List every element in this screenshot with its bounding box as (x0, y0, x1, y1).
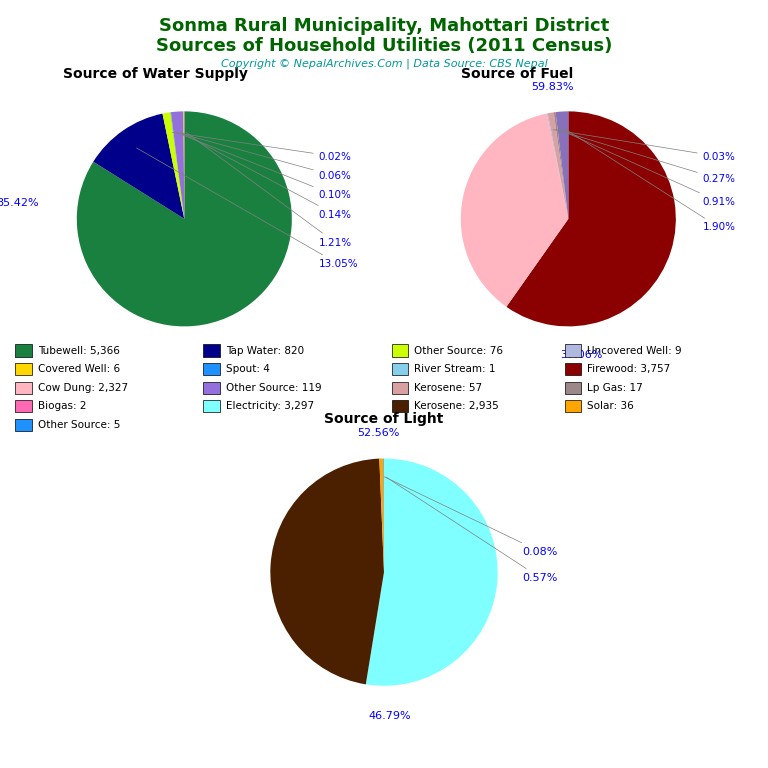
Wedge shape (379, 458, 384, 572)
Text: 1.90%: 1.90% (565, 129, 736, 233)
Text: Solar: 36: Solar: 36 (588, 401, 634, 411)
Text: Other Source: 119: Other Source: 119 (226, 382, 322, 392)
Text: 0.08%: 0.08% (384, 477, 558, 557)
Wedge shape (170, 112, 184, 219)
Wedge shape (461, 114, 568, 306)
Text: 0.02%: 0.02% (172, 132, 352, 161)
Wedge shape (93, 114, 184, 219)
Text: Kerosene: 2,935: Kerosene: 2,935 (414, 401, 499, 411)
Text: 0.06%: 0.06% (176, 132, 352, 181)
Text: 1.21%: 1.21% (186, 132, 352, 247)
Wedge shape (555, 111, 568, 219)
Text: 0.91%: 0.91% (559, 129, 736, 207)
FancyBboxPatch shape (392, 400, 408, 412)
Text: Lp Gas: 17: Lp Gas: 17 (588, 382, 643, 392)
Wedge shape (270, 458, 384, 684)
Wedge shape (171, 111, 184, 219)
Text: Firewood: 3,757: Firewood: 3,757 (588, 364, 670, 374)
Text: 37.06%: 37.06% (560, 350, 602, 360)
Text: Uncovered Well: 9: Uncovered Well: 9 (588, 346, 682, 356)
Text: Copyright © NepalArchives.Com | Data Source: CBS Nepal: Copyright © NepalArchives.Com | Data Sou… (220, 58, 548, 69)
Wedge shape (366, 458, 498, 686)
Wedge shape (77, 111, 292, 326)
Text: 0.14%: 0.14% (181, 132, 352, 220)
Text: Other Source: 5: Other Source: 5 (38, 420, 120, 430)
Text: Source of Fuel: Source of Fuel (461, 67, 573, 81)
Text: 52.56%: 52.56% (357, 428, 399, 438)
Text: 0.57%: 0.57% (386, 477, 558, 583)
FancyBboxPatch shape (392, 382, 408, 394)
Text: Kerosene: 57: Kerosene: 57 (414, 382, 482, 392)
Text: Spout: 4: Spout: 4 (226, 364, 270, 374)
Text: 0.27%: 0.27% (556, 130, 736, 184)
FancyBboxPatch shape (564, 400, 581, 412)
Text: Sonma Rural Municipality, Mahottari District: Sonma Rural Municipality, Mahottari Dist… (159, 17, 609, 35)
Text: Sources of Household Utilities (2011 Census): Sources of Household Utilities (2011 Cen… (156, 37, 612, 55)
Wedge shape (506, 111, 676, 326)
FancyBboxPatch shape (15, 400, 31, 412)
FancyBboxPatch shape (204, 344, 220, 357)
Text: Source of Water Supply: Source of Water Supply (64, 67, 248, 81)
Wedge shape (170, 112, 184, 219)
Wedge shape (554, 112, 568, 219)
FancyBboxPatch shape (564, 344, 581, 357)
FancyBboxPatch shape (15, 419, 31, 431)
Text: River Stream: 1: River Stream: 1 (414, 364, 495, 374)
Text: 0.03%: 0.03% (553, 130, 736, 161)
Text: Other Source: 76: Other Source: 76 (414, 346, 503, 356)
Text: Tap Water: 820: Tap Water: 820 (226, 346, 304, 356)
Text: Cow Dung: 2,327: Cow Dung: 2,327 (38, 382, 128, 392)
Text: Tubewell: 5,366: Tubewell: 5,366 (38, 346, 120, 356)
FancyBboxPatch shape (392, 344, 408, 357)
Text: 59.83%: 59.83% (531, 82, 574, 92)
FancyBboxPatch shape (392, 363, 408, 376)
Text: Electricity: 3,297: Electricity: 3,297 (226, 401, 314, 411)
Text: 13.05%: 13.05% (137, 148, 359, 269)
FancyBboxPatch shape (564, 382, 581, 394)
FancyBboxPatch shape (204, 400, 220, 412)
FancyBboxPatch shape (564, 363, 581, 376)
Text: 85.42%: 85.42% (0, 197, 39, 208)
Wedge shape (163, 112, 184, 219)
FancyBboxPatch shape (204, 382, 220, 394)
Text: 0.10%: 0.10% (176, 132, 352, 200)
Text: Covered Well: 6: Covered Well: 6 (38, 364, 120, 374)
Wedge shape (547, 114, 568, 219)
FancyBboxPatch shape (15, 382, 31, 394)
FancyBboxPatch shape (15, 344, 31, 357)
Text: Biogas: 2: Biogas: 2 (38, 401, 86, 411)
FancyBboxPatch shape (15, 363, 31, 376)
FancyBboxPatch shape (204, 363, 220, 376)
Text: 46.79%: 46.79% (369, 711, 411, 721)
Wedge shape (548, 112, 568, 219)
Title: Source of Light: Source of Light (324, 412, 444, 426)
